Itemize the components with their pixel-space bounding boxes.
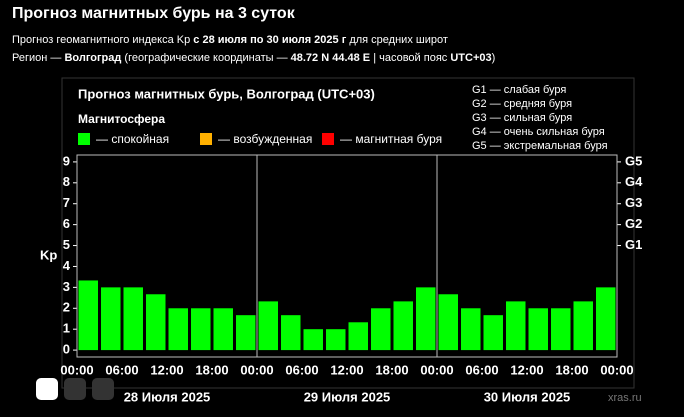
legend-swatch	[200, 133, 212, 145]
bar	[528, 308, 548, 351]
bar	[326, 329, 346, 351]
y-tick-label: 4	[63, 258, 71, 273]
x-tick-label: 00:00	[420, 362, 453, 377]
day-label: 29 Июля 2025	[304, 389, 391, 404]
chart-title: Прогноз магнитных бурь, Волгоград (UTC+0…	[78, 86, 375, 101]
y-tick-label: 1	[63, 321, 70, 336]
text-segment: )	[492, 52, 496, 64]
watermark: xras.ru	[608, 392, 642, 404]
y-tick-label: 0	[63, 342, 70, 357]
bar	[168, 308, 188, 351]
legend-label: — магнитная буря	[340, 132, 442, 146]
y2-tick-label: G5	[625, 153, 642, 168]
bar	[191, 308, 211, 351]
x-tick-label: 12:00	[510, 362, 543, 377]
x-tick-label: 18:00	[195, 362, 228, 377]
bar	[483, 315, 503, 351]
y-tick-label: 5	[63, 237, 70, 252]
text-segment: Прогноз геомагнитного индекса Kp	[12, 34, 193, 46]
x-tick-label: 12:00	[330, 362, 363, 377]
legend-swatch	[78, 133, 90, 145]
region: Регион — Волгоград (географические коорд…	[12, 52, 495, 64]
y-tick-label: 9	[63, 153, 70, 168]
bar	[506, 301, 526, 351]
x-tick-label: 18:00	[375, 362, 408, 377]
y-axis-label: Kp	[40, 247, 57, 262]
bar	[596, 287, 616, 351]
bar	[438, 294, 458, 351]
x-tick-label: 18:00	[555, 362, 588, 377]
scale-note: G2 — средняя буря	[472, 98, 572, 110]
bar	[101, 287, 121, 351]
legend-label: — спокойная	[96, 132, 169, 146]
bar	[303, 329, 323, 351]
bar	[416, 287, 436, 351]
toolbar-icon[interactable]	[92, 378, 114, 400]
legend-swatch	[322, 133, 334, 145]
text-segment: UTC+03	[450, 52, 491, 64]
y2-tick-label: G2	[625, 216, 642, 231]
toolbar-icon[interactable]	[64, 378, 86, 400]
text-segment: для средних широт	[346, 34, 448, 46]
bar	[123, 287, 143, 351]
bar	[213, 308, 233, 351]
bar	[146, 294, 166, 351]
bar	[371, 308, 391, 351]
text-segment: с 28 июля по 30 июля 2025 г	[193, 34, 346, 46]
bar	[236, 315, 256, 351]
text-segment: Регион —	[12, 52, 64, 64]
y2-tick-label: G1	[625, 237, 642, 252]
text-segment: 48.72 N 44.48 E	[291, 52, 371, 64]
x-tick-label: 06:00	[465, 362, 498, 377]
bar	[393, 301, 413, 351]
y-tick-label: 3	[63, 279, 70, 294]
scale-note: G3 — сильная буря	[472, 112, 572, 124]
y-tick-label: 2	[63, 300, 70, 315]
bar	[281, 315, 301, 351]
x-tick-label: 00:00	[60, 362, 93, 377]
y-tick-label: 8	[63, 174, 70, 189]
legend-label: — возбужденная	[218, 132, 312, 146]
x-tick-label: 06:00	[285, 362, 318, 377]
scale-note: G4 — очень сильная буря	[472, 126, 605, 138]
day-label: 30 Июля 2025	[484, 389, 571, 404]
scale-note: G1 — слабая буря	[472, 84, 566, 96]
bar	[348, 322, 368, 351]
bar	[78, 280, 98, 351]
x-tick-label: 06:00	[105, 362, 138, 377]
x-tick-label: 00:00	[600, 362, 633, 377]
bar	[258, 301, 278, 351]
x-tick-label: 00:00	[240, 362, 273, 377]
y2-tick-label: G4	[625, 174, 643, 189]
text-segment: Волгоград	[64, 52, 121, 64]
bar	[551, 308, 571, 351]
text-segment: (географические координаты —	[121, 52, 290, 64]
plot-border	[76, 154, 618, 358]
text-segment: | часовой пояс	[370, 52, 450, 64]
bar	[461, 308, 481, 351]
y2-tick-label: G3	[625, 195, 642, 210]
chart-frame	[61, 77, 635, 389]
scale-note: G5 — экстремальная буря	[472, 140, 608, 152]
page-title: Прогноз магнитных бурь на 3 суток	[12, 5, 296, 22]
y-tick-label: 7	[63, 195, 70, 210]
subtitle: Прогноз геомагнитного индекса Kp с 28 ию…	[12, 34, 448, 46]
toolbar-icon[interactable]	[36, 378, 58, 400]
legend-title: Магнитосфера	[78, 112, 165, 126]
y-tick-label: 6	[63, 216, 70, 231]
x-tick-label: 12:00	[150, 362, 183, 377]
bar	[573, 301, 593, 351]
day-label: 28 Июля 2025	[124, 389, 211, 404]
